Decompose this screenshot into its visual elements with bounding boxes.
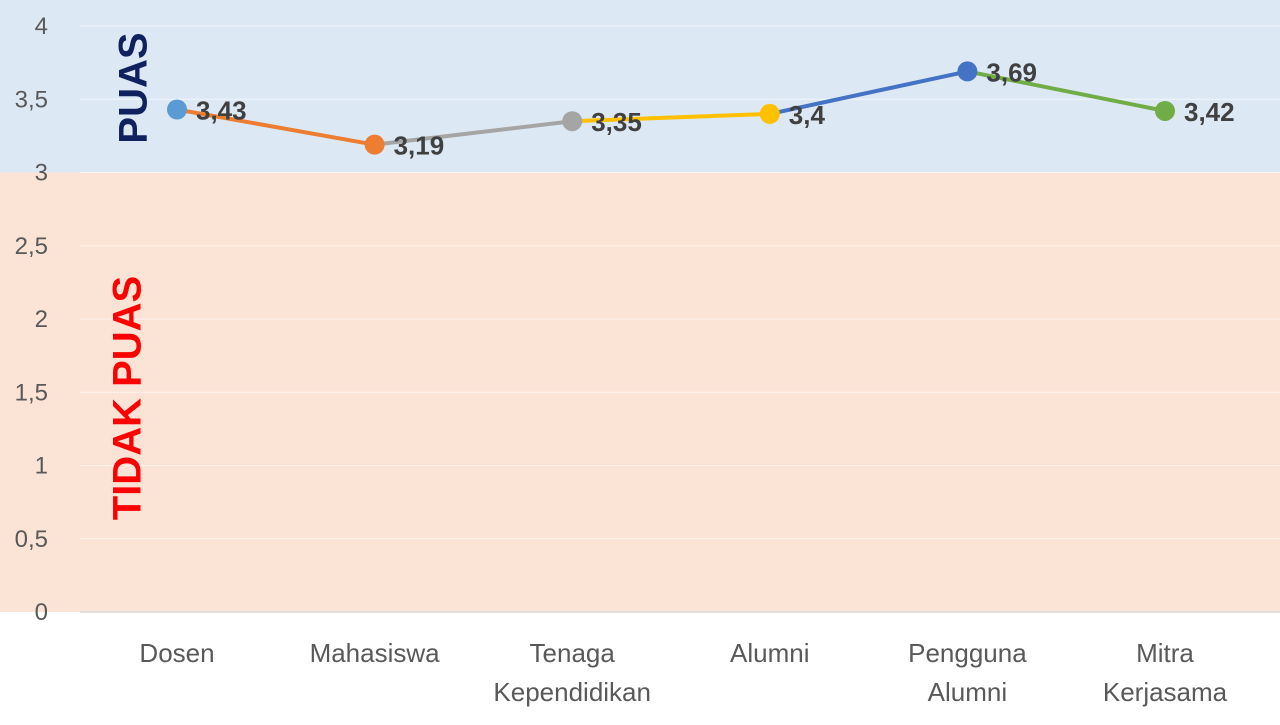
data-point: [364, 134, 385, 155]
data-label: 3,42: [1184, 97, 1235, 127]
gridlines: [80, 25, 1280, 613]
data-label: 3,35: [591, 107, 642, 137]
data-point: [167, 99, 187, 120]
y-tick-label: 0: [35, 599, 48, 626]
data-label: 3,19: [394, 131, 445, 161]
zone-tidak-puas-label: TIDAK PUAS: [106, 276, 150, 520]
data-label: 3,69: [986, 57, 1037, 87]
data-label: 3,43: [196, 96, 247, 126]
x-category-line: Pengguna: [908, 638, 1027, 668]
y-tick-label: 0,5: [15, 526, 48, 553]
x-category-label: Dosen: [139, 638, 214, 668]
data-point: [562, 111, 583, 132]
y-axis-ticks: 0 0,5 1 1,5 2 2,5 3 3,5 4: [15, 13, 48, 626]
x-category-line: Mitra: [1136, 638, 1194, 668]
data-labels: 3,43 3,19 3,35 3,4 3,69 3,42: [196, 57, 1235, 160]
series-line: [175, 69, 1167, 147]
line-segment: [570, 111, 772, 124]
x-category-line: Mahasiswa: [310, 638, 441, 668]
zone-puas-label: PUAS: [112, 32, 156, 143]
data-point: [957, 61, 978, 82]
x-category-line: Tenaga: [530, 638, 616, 668]
line-segment: [767, 69, 970, 116]
series-points: [167, 61, 1175, 155]
x-category-line: Alumni: [928, 677, 1007, 707]
line-segment: [965, 69, 1167, 113]
x-category-label: Pengguna Alumni: [908, 638, 1027, 707]
y-tick-label: 1: [35, 453, 48, 480]
x-category-label: Mahasiswa: [310, 638, 441, 668]
y-tick-label: 2: [35, 306, 48, 333]
x-category-line: Kerjasama: [1103, 677, 1228, 707]
x-category-label: Tenaga Kependidikan: [493, 638, 651, 707]
data-point: [759, 103, 780, 124]
data-label: 3,4: [789, 100, 826, 130]
line-segment: [372, 119, 575, 147]
x-category-line: Kependidikan: [493, 677, 651, 707]
y-tick-label: 1,5: [15, 379, 48, 406]
zone-puas-band: [0, 0, 1280, 173]
x-category-label: Mitra Kerjasama: [1103, 638, 1228, 707]
y-tick-label: 4: [35, 13, 48, 40]
y-tick-label: 3: [35, 160, 48, 187]
line-segment: [175, 107, 377, 147]
y-tick-label: 2,5: [15, 233, 48, 260]
x-category-line: Dosen: [139, 638, 214, 668]
data-point: [1155, 100, 1175, 121]
y-tick-label: 3,5: [15, 86, 48, 113]
x-category-label: Alumni: [730, 638, 809, 668]
x-category-line: Alumni: [730, 638, 809, 668]
